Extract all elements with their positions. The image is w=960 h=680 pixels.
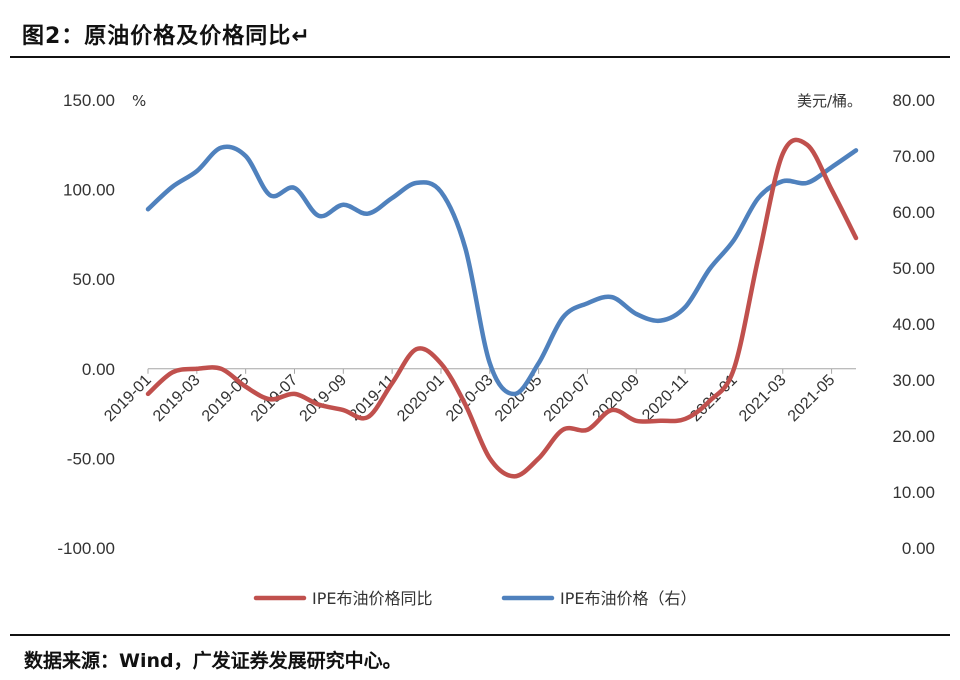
source-note: 数据来源：Wind，广发证券发展研究中心。 bbox=[24, 650, 402, 672]
x-axis-tick-label: 2019-01 bbox=[101, 372, 155, 426]
legend-label: IPE布油价格同比 bbox=[312, 589, 432, 608]
right-axis-tick-label: 40.00 bbox=[892, 315, 935, 334]
line-chart: 150.00 100.00 50.00 0.00 -50.00 -100.00 80.00 7… bbox=[57, 91, 935, 608]
right-axis-tick-label: 50.00 bbox=[892, 259, 935, 278]
x-axis-tick-label: 2019-05 bbox=[199, 372, 253, 426]
right-axis-tick-label: 30.00 bbox=[892, 371, 935, 390]
chart-legend: IPE布油价格同比 IPE布油价格（右） bbox=[253, 589, 696, 608]
x-axis-tick-label: 2019-03 bbox=[150, 372, 204, 426]
title-divider bbox=[10, 56, 950, 58]
chart-series bbox=[145, 137, 859, 479]
right-axis-unit: 美元/桶。 bbox=[797, 92, 862, 110]
left-axis-tick-label: 150.00 bbox=[63, 91, 115, 110]
left-axis-tick-label: 50.00 bbox=[72, 270, 115, 289]
x-axis-tick-label: 2021-05 bbox=[785, 372, 839, 426]
left-axis-tick-label: 0.00 bbox=[82, 360, 115, 379]
x-axis-tick-label: 2020-01 bbox=[394, 372, 448, 426]
x-axis-tick-label: 2020-11 bbox=[639, 372, 692, 425]
legend-label: IPE布油价格（右） bbox=[560, 589, 696, 608]
right-axis-tick-label: 60.00 bbox=[892, 203, 935, 222]
chart-axes: 150.00 100.00 50.00 0.00 -50.00 -100.00 80.00 7… bbox=[57, 91, 935, 558]
source-divider bbox=[10, 634, 950, 636]
x-axis-tick-label: 2020-05 bbox=[492, 372, 546, 426]
right-axis-tick-label: 10.00 bbox=[892, 483, 935, 502]
left-axis-unit: % bbox=[132, 92, 146, 110]
x-axis-tick-label: 2020-09 bbox=[590, 372, 644, 426]
series-line-price bbox=[145, 144, 859, 397]
left-axis-tick-label: -50.00 bbox=[67, 449, 115, 468]
x-axis-tick-label: 2020-07 bbox=[541, 372, 595, 426]
right-axis-tick-label: 20.00 bbox=[892, 427, 935, 446]
x-axis-tick-label: 2021-03 bbox=[736, 372, 790, 426]
left-axis-tick-label: 100.00 bbox=[63, 181, 115, 200]
figure-title: 图2：原油价格及价格同比↵ bbox=[22, 24, 311, 49]
right-axis-tick-label: 0.00 bbox=[902, 539, 935, 558]
left-axis-tick-label: -100.00 bbox=[57, 539, 115, 558]
right-axis-tick-label: 70.00 bbox=[892, 147, 935, 166]
right-axis-tick-label: 80.00 bbox=[892, 91, 935, 110]
series-line-yoy bbox=[145, 137, 859, 479]
